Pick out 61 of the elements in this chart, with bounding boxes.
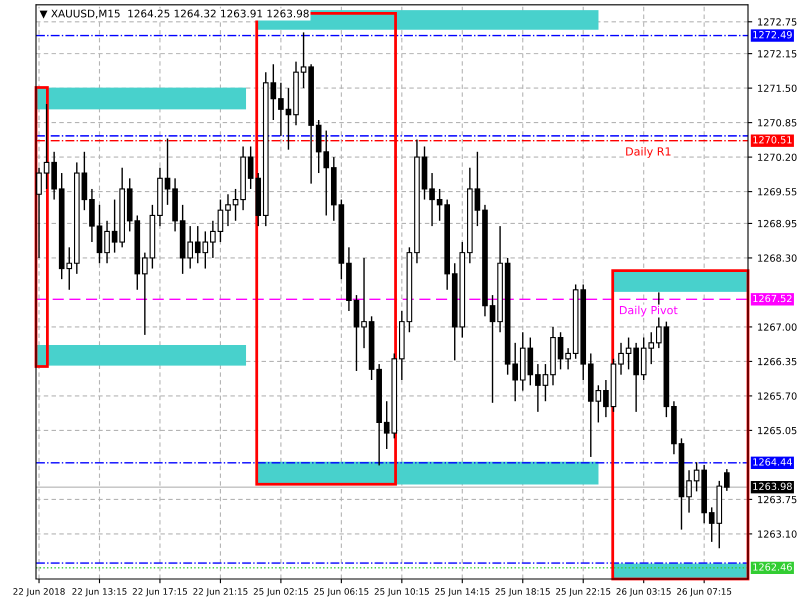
candlestick: [648, 332, 654, 365]
candlestick: [142, 252, 148, 336]
candlestick: [384, 400, 390, 450]
x-tick-label: 22 Jun 17:15: [132, 588, 187, 596]
y-tick-label: 1263.10: [758, 530, 797, 538]
y-tick-label: 1270.85: [758, 119, 796, 126]
y-tick-label: 1266.35: [758, 358, 796, 366]
candlestick: [278, 82, 284, 137]
candlestick: [596, 384, 602, 424]
candlestick: [708, 506, 715, 543]
candlestick: [323, 130, 330, 216]
x-tick-label: 22 Jun 21:15: [193, 588, 248, 596]
ref-line-label: 1263.98: [753, 482, 792, 490]
candlestick: [187, 225, 194, 270]
y-tick-label: 1269.55: [758, 188, 796, 196]
candlestick: [270, 64, 276, 121]
ref-line-label: 1270.51: [753, 136, 792, 144]
x-tick-label: 26 Jun 07:15: [677, 588, 732, 596]
y-tick-label: 1268.95: [758, 220, 796, 228]
y-tick-label: 1265.05: [758, 426, 796, 434]
candlestick: [565, 347, 571, 370]
x-tick-label: 25 Jun 10:15: [374, 588, 429, 596]
chart-title: ▼ XAUUSD,M15 1264.25 1264.32 1263.91 1263.98: [40, 10, 309, 19]
x-tick-label: 25 Jun 22:15: [556, 588, 610, 596]
x-tick-label: 22 Jun 13:15: [72, 588, 127, 596]
x-tick-label: 25 Jun 06:15: [314, 588, 368, 596]
y-tick-label: 1270.20: [758, 154, 797, 161]
y-tick-label: 1265.70: [758, 392, 797, 400]
candlestick: [210, 220, 216, 259]
y-tick-label: 1272.75: [758, 18, 796, 26]
ref-line-label: 1272.49: [753, 31, 792, 38]
annotation: Daily Pivot: [620, 306, 678, 316]
candlestick: [194, 225, 201, 264]
x-tick-label: 22 Jun 2018: [13, 588, 65, 596]
x-tick-label: 25 Jun 14:15: [435, 588, 490, 596]
ref-line-label: 1262.46: [753, 563, 792, 571]
candlestick: [218, 198, 224, 243]
y-tick-label: 1272.15: [758, 50, 796, 58]
candlestick: [202, 230, 208, 270]
candlestick: [66, 246, 72, 290]
candlestick: [248, 146, 254, 190]
y-tick-label: 1268.30: [758, 254, 797, 262]
candlestick: [694, 462, 700, 492]
x-tick-label: 25 Jun 02:15: [254, 588, 308, 596]
candlestick: [724, 468, 730, 492]
ref-line-label: 1267.52: [753, 294, 792, 302]
candlestick: [512, 342, 518, 402]
x-tick-label: 26 Jun 03:15: [616, 588, 671, 596]
candlestick: [535, 363, 541, 413]
ref-line-label: 1264.44: [753, 458, 792, 466]
x-tick-label: 25 Jun 18:15: [496, 588, 550, 596]
candlestick: [474, 151, 480, 227]
candlestick: [626, 336, 632, 370]
candlestick: [603, 379, 609, 418]
y-tick-label: 1263.75: [758, 496, 796, 504]
candlestick: [112, 198, 118, 254]
candlestick: [44, 103, 50, 190]
candlestick: [436, 188, 442, 222]
y-tick-label: 1267.00: [758, 323, 797, 331]
annotation: Daily R1: [626, 147, 671, 158]
y-tick-label: 1271.50: [758, 84, 797, 92]
